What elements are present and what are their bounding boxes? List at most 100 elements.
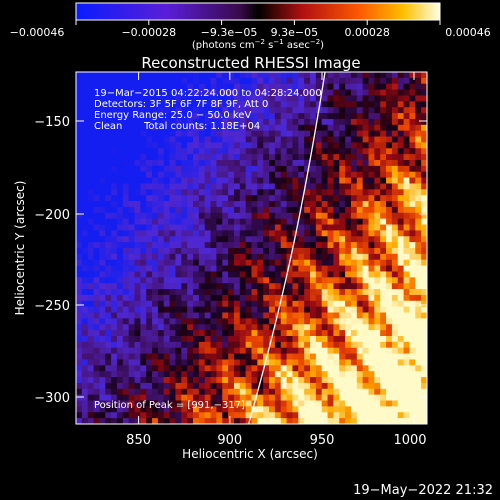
image-pixel [105,382,112,390]
image-pixel [315,154,323,161]
image-pixel [193,148,200,155]
image-pixel [397,294,405,302]
image-pixel [146,306,153,314]
image-pixel [339,136,346,143]
image-pixel [169,253,177,261]
image-pixel [175,283,182,290]
image-pixel [292,107,299,114]
image-pixel [76,318,83,325]
image-pixel [128,83,136,91]
image-pixel [251,212,258,220]
image-pixel [362,271,370,278]
image-pixel [263,130,270,138]
image-pixel [310,224,317,231]
image-pixel [222,154,229,161]
image-pixel [274,359,282,366]
image-pixel [146,148,153,155]
image-pixel [163,259,171,267]
image-pixel [204,265,212,273]
image-pixel [310,124,317,132]
image-pixel [204,177,212,185]
image-pixel [169,95,177,102]
image-pixel [298,253,305,261]
image-pixel [93,347,100,355]
image-pixel [374,289,381,296]
image-pixel [128,118,136,126]
image-pixel [181,371,188,378]
image-pixel [228,107,235,114]
image-pixel [228,259,235,267]
image-pixel [228,148,235,155]
image-pixel [304,130,311,138]
image-pixel [362,418,370,424]
image-pixel [210,277,217,284]
image-pixel [315,236,323,243]
image-pixel [286,300,294,308]
image-pixel [274,154,282,161]
image-pixel [345,312,352,319]
image-pixel [421,154,427,161]
image-pixel [397,218,405,226]
image-pixel [368,418,375,424]
image-pixel [239,248,247,255]
image-pixel [304,365,311,372]
image-pixel [93,353,100,361]
image-pixel [134,118,141,126]
image-pixel [304,388,311,396]
image-pixel [327,394,334,402]
image-pixel [286,324,294,331]
image-pixel [134,294,141,302]
image-pixel [210,400,217,407]
image-pixel [228,388,235,396]
image-pixel [257,218,264,226]
image-pixel [304,353,311,361]
image-pixel [415,294,422,302]
image-pixel [292,259,299,267]
image-pixel [157,89,165,97]
image-pixel [245,277,253,284]
image-pixel [356,101,364,108]
image-pixel [105,388,112,396]
image-pixel [193,89,200,97]
image-pixel [81,201,89,208]
image-pixel [403,218,411,226]
image-pixel [204,136,212,143]
image-pixel [193,406,200,413]
image-pixel [380,118,387,126]
image-pixel [263,400,270,407]
image-pixel [216,371,223,378]
image-pixel [315,72,323,79]
image-pixel [421,224,427,231]
image-pixel [368,371,375,378]
image-pixel [157,259,165,267]
image-pixel [386,406,393,413]
image-pixel [245,206,253,214]
image-pixel [216,300,223,308]
image-pixel [315,359,323,366]
image-pixel [105,160,112,167]
image-pixel [304,72,311,79]
image-pixel [233,318,241,325]
image-pixel [286,171,294,179]
image-pixel [222,359,229,366]
image-pixel [134,253,141,261]
image-pixel [286,95,294,102]
image-pixel [321,300,329,308]
image-pixel [169,365,177,372]
image-pixel [134,177,141,185]
image-pixel [157,371,165,378]
image-pixel [269,136,276,143]
image-pixel [134,183,141,190]
image-pixel [368,353,375,361]
image-pixel [122,265,130,273]
image-pixel [163,289,171,296]
image-pixel [169,142,177,149]
image-pixel [111,77,118,85]
image-pixel [391,330,399,337]
image-pixel [333,242,340,249]
image-pixel [216,171,223,179]
image-pixel [333,330,340,337]
image-pixel [269,294,276,302]
image-pixel [198,294,206,302]
image-pixel [298,312,305,319]
